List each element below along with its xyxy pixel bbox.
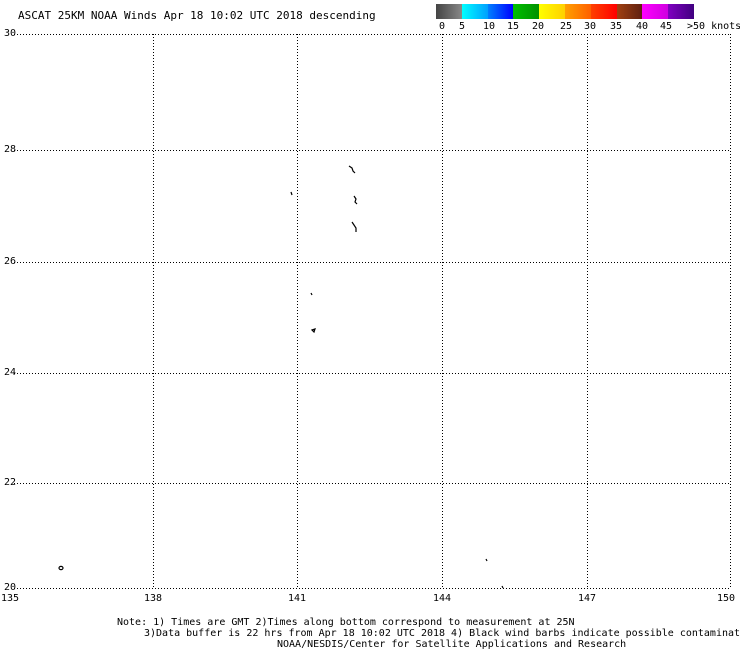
island-coastline (58, 565, 64, 571)
lat-label: 30 (4, 28, 17, 39)
wind-speed-colorbar (436, 4, 694, 19)
colorbar-tick: 45 (659, 21, 673, 32)
colorbar-tick: 35 (609, 21, 623, 32)
footnote-credit: NOAA/NESDIS/Center for Satellite Applica… (277, 639, 627, 650)
island-coastline (353, 195, 358, 205)
lon-label: 144 (432, 593, 452, 604)
colorbar-tick: 20 (531, 21, 545, 32)
colorbar-tick: 0 (439, 21, 446, 32)
footnote-line: 3)Data buffer is 22 hrs from Apr 18 10:0… (144, 628, 740, 639)
lat-label: 28 (4, 144, 17, 155)
colorbar-tick: 40 (635, 21, 649, 32)
colorbar-tick: 5 (458, 21, 466, 32)
lon-label: 147 (577, 593, 597, 604)
colorbar-segment (461, 4, 488, 19)
lon-label: 150 (716, 593, 736, 604)
lat-label: 22 (4, 477, 17, 488)
colorbar-segment (436, 4, 462, 19)
lon-label: 135 (0, 593, 20, 604)
island-coastline (290, 191, 293, 196)
lon-label: 138 (143, 593, 163, 604)
island-coastline (310, 292, 313, 296)
island-coastline (501, 585, 504, 589)
colorbar-tick: 25 (559, 21, 573, 32)
island-coastline (310, 328, 316, 334)
lat-label: 24 (4, 367, 17, 378)
colorbar-segment (616, 4, 643, 19)
colorbar-segment (513, 4, 540, 19)
colorbar-segment (564, 4, 591, 19)
lon-label: 141 (287, 593, 307, 604)
colorbar-segment (487, 4, 514, 19)
colorbar-tick-labels: 0 5 10 15 20 25 30 35 40 45 >50 knots (0, 21, 740, 35)
footnote-line: Note: 1) Times are GMT 2)Times along bot… (117, 617, 575, 628)
lat-label: 26 (4, 256, 17, 267)
lat-label: 20 (4, 582, 17, 593)
island-coastline (351, 221, 357, 232)
colorbar-segment (539, 4, 565, 19)
colorbar-segment (668, 4, 694, 19)
graticule (14, 34, 731, 589)
colorbar-tick: >50 knots (687, 21, 740, 32)
colorbar-tick: 10 (482, 21, 496, 32)
island-coastline (348, 165, 356, 174)
colorbar-tick: 30 (583, 21, 597, 32)
island-coastline (485, 558, 488, 562)
colorbar-segment (590, 4, 617, 19)
map-title: ASCAT 25KM NOAA Winds Apr 18 10:02 UTC 2… (18, 9, 376, 22)
colorbar-tick: 15 (506, 21, 520, 32)
colorbar-segment (642, 4, 669, 19)
coastlines (58, 165, 504, 589)
